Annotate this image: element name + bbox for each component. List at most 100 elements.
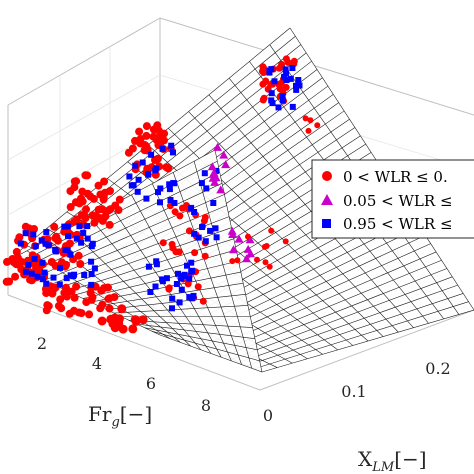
data-point-square bbox=[186, 275, 193, 282]
data-point-square bbox=[76, 223, 83, 230]
data-point-circle bbox=[151, 156, 159, 164]
data-point-square bbox=[22, 268, 29, 275]
data-point-square bbox=[198, 180, 205, 187]
data-point-circle bbox=[32, 262, 41, 271]
data-point-triangle bbox=[243, 244, 253, 253]
data-point-square bbox=[39, 276, 46, 283]
data-point-square bbox=[202, 238, 209, 245]
data-point-circle bbox=[153, 135, 162, 144]
data-point-circle bbox=[62, 292, 71, 301]
data-point-circle bbox=[201, 252, 209, 260]
data-point-circle bbox=[282, 238, 289, 245]
data-point-circle bbox=[104, 283, 112, 292]
data-point-circle bbox=[262, 259, 269, 266]
y-axis-ticks: 0 0.1 0.2 bbox=[263, 359, 451, 425]
data-point-square bbox=[201, 170, 208, 177]
data-point-square bbox=[296, 82, 303, 89]
data-point-square bbox=[38, 237, 45, 244]
data-point-square bbox=[159, 278, 166, 285]
data-point-square bbox=[80, 230, 87, 236]
data-point-square bbox=[173, 281, 180, 287]
data-point-triangle bbox=[228, 229, 238, 238]
data-point-square bbox=[188, 204, 195, 211]
data-point-square bbox=[186, 294, 193, 301]
data-point-circle bbox=[302, 115, 309, 122]
data-point-square bbox=[41, 269, 48, 276]
data-point-square bbox=[169, 295, 176, 302]
data-point-circle bbox=[118, 324, 128, 334]
data-point-circle bbox=[45, 287, 54, 296]
data-point-triangle bbox=[245, 235, 255, 244]
data-point-square bbox=[139, 159, 146, 166]
y-tick-label: 0.1 bbox=[341, 382, 366, 401]
data-point-circle bbox=[101, 188, 110, 197]
data-point-square bbox=[63, 275, 70, 282]
x-axis-title: Frg[−] bbox=[88, 402, 152, 430]
data-point-circle bbox=[76, 194, 85, 203]
data-point-triangle bbox=[208, 173, 218, 182]
data-point-square bbox=[22, 230, 29, 237]
data-point-circle bbox=[72, 177, 81, 186]
data-point-square bbox=[42, 240, 49, 247]
data-point-circle bbox=[260, 69, 268, 76]
data-point-square bbox=[88, 243, 95, 250]
data-point-square bbox=[169, 305, 175, 312]
data-point-square bbox=[268, 66, 275, 73]
data-point-square bbox=[166, 186, 173, 193]
data-point-square bbox=[281, 73, 288, 80]
data-point-square bbox=[213, 167, 219, 174]
legend-label: 0.05 < WLR ≤ bbox=[343, 192, 453, 210]
data-point-square bbox=[170, 149, 176, 156]
data-point-circle bbox=[105, 304, 114, 313]
legend: 0 < WLR ≤ 0. 0.05 < WLR ≤ 0.95 < WLR ≤ bbox=[311, 159, 474, 239]
data-point-square bbox=[279, 97, 286, 104]
data-point-square bbox=[279, 93, 286, 100]
data-point-circle bbox=[57, 304, 66, 313]
surface-mesh-front bbox=[193, 161, 253, 369]
data-point-square bbox=[57, 264, 63, 271]
data-point-square bbox=[191, 209, 198, 215]
data-point-circle bbox=[259, 80, 267, 88]
data-point-square bbox=[147, 289, 154, 295]
data-point-square bbox=[159, 145, 166, 152]
data-point-circle bbox=[263, 243, 270, 249]
data-point-square bbox=[73, 235, 80, 242]
data-point-circle bbox=[15, 233, 24, 242]
data-point-triangle bbox=[210, 177, 220, 186]
y-axis-title: XLM[−] bbox=[358, 447, 427, 474]
data-point-square bbox=[181, 271, 188, 278]
data-point-circle bbox=[11, 272, 20, 281]
axis-box-line bbox=[259, 309, 474, 391]
data-point-square bbox=[168, 142, 175, 149]
data-point-circle bbox=[117, 304, 127, 314]
data-point-square bbox=[126, 173, 133, 180]
data-point-square bbox=[43, 229, 50, 236]
data-point-circle bbox=[268, 227, 275, 234]
data-point-square bbox=[268, 90, 275, 97]
data-point-circle bbox=[12, 260, 21, 269]
data-point-circle bbox=[175, 248, 183, 256]
data-point-circle bbox=[191, 249, 199, 257]
data-point-circle bbox=[98, 300, 107, 309]
data-point-triangle bbox=[219, 150, 229, 159]
data-point-square bbox=[145, 263, 152, 270]
data-point-square bbox=[61, 223, 68, 230]
legend-marker-red-circle bbox=[322, 171, 332, 181]
data-point-square bbox=[43, 280, 50, 287]
data-point-circle bbox=[21, 222, 30, 231]
data-point-square bbox=[293, 82, 299, 89]
data-point-square bbox=[213, 234, 220, 241]
data-point-circle bbox=[66, 187, 75, 196]
data-point-square bbox=[178, 275, 185, 282]
data-point-square bbox=[152, 167, 159, 174]
data-point-square bbox=[25, 261, 32, 268]
data-point-square bbox=[134, 188, 141, 195]
data-point-circle bbox=[105, 220, 114, 229]
surface-mesh-main bbox=[188, 111, 399, 333]
data-point-square bbox=[167, 197, 174, 203]
data-point-square bbox=[64, 247, 71, 254]
data-point-square bbox=[199, 224, 206, 230]
data-point-circle bbox=[65, 309, 74, 318]
data-point-square bbox=[212, 225, 219, 232]
